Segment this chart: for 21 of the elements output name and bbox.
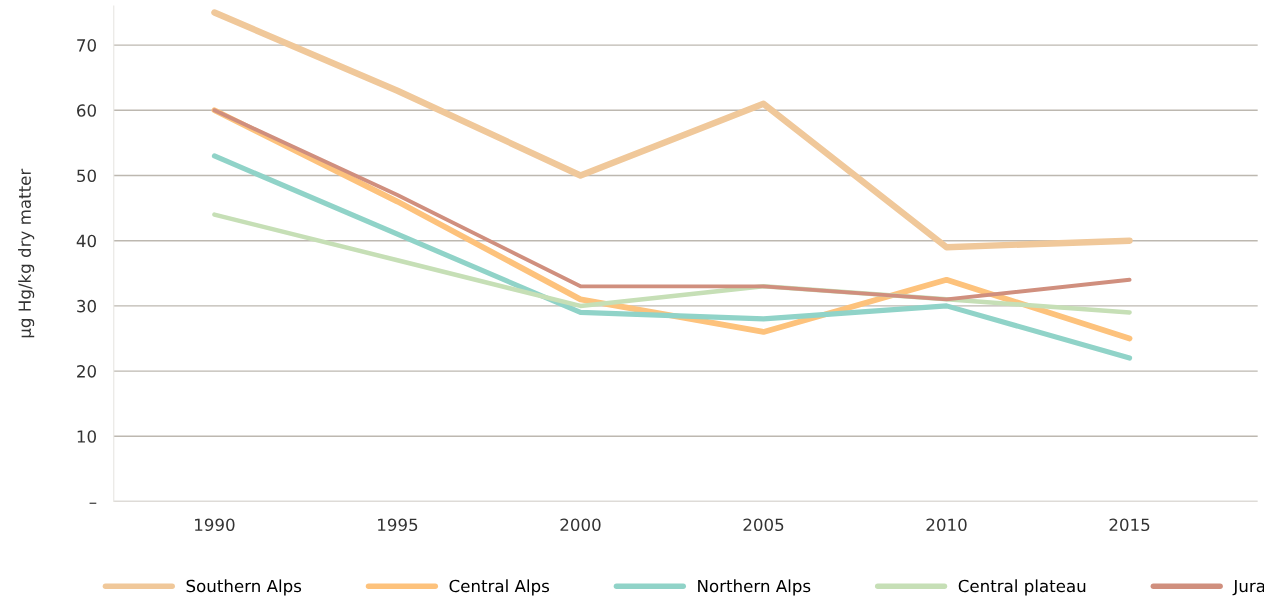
legend-label: Central plateau [958, 579, 1086, 596]
x-tick-label: 2005 [743, 518, 784, 532]
y-tick-label: 50 [77, 169, 96, 183]
x-tick-label: 2015 [1109, 518, 1150, 532]
y-tick-label: – [89, 502, 97, 504]
y-tick-label: 60 [77, 104, 96, 117]
x-tick-label: 1995 [378, 518, 418, 532]
y-tick-label: 40 [76, 234, 96, 248]
y-tick-label: 30 [77, 299, 96, 313]
line-series [212, 108, 1132, 302]
y-tick-label: 70 [77, 39, 96, 52]
x-tick-label: 2010 [926, 518, 967, 532]
y-tick-label: 20 [77, 365, 96, 378]
x-tick-label: 1990 [195, 518, 235, 532]
legend-label: Central Alps [449, 579, 550, 596]
legend-label: Northern Alps [698, 579, 811, 596]
y-axis-title: µg Hg/kg dry matter [18, 168, 35, 338]
legend-label: Jura [1232, 579, 1264, 596]
x-tick-label: 2000 [560, 518, 601, 532]
y-tick-label: 10 [77, 430, 96, 443]
legend-label: Southern Alps [186, 579, 302, 596]
